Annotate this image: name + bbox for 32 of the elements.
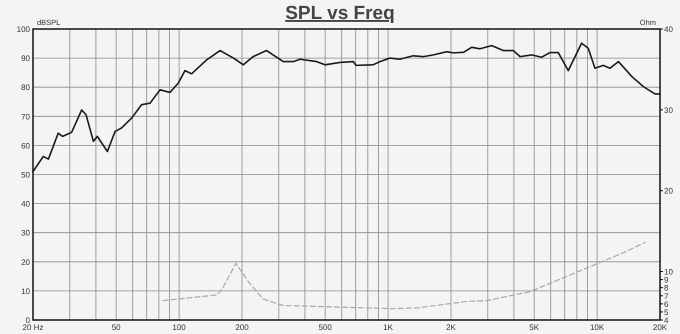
y2-tick-label: 4 — [664, 316, 669, 325]
x-tick-label: 500 — [318, 323, 332, 332]
y-tick-label: 30 — [21, 228, 31, 238]
x-tick-label: 1K — [383, 323, 394, 332]
y2-tick-label: 20 — [664, 186, 674, 196]
x-tick-label: 20 Hz — [22, 323, 44, 332]
x-tick-label: 10K — [590, 323, 605, 332]
x-tick-label: 2K — [446, 323, 457, 332]
x-tick-label: 5K — [529, 323, 540, 332]
y2-tick-label: 5 — [664, 308, 669, 317]
y2-tick-label: 30 — [664, 106, 674, 115]
y2-tick-label: 7 — [664, 292, 669, 301]
x-tick-label: 100 — [172, 323, 186, 332]
x-tick-label: 200 — [235, 323, 250, 332]
y-tick-label: 10 — [21, 286, 31, 296]
y-tick-label: 20 — [21, 258, 31, 267]
y-tick-label: 70 — [21, 112, 31, 122]
y-tick-label: 60 — [21, 141, 31, 150]
y2-tick-label: 8 — [664, 284, 669, 293]
y-tick-label: 0 — [26, 316, 31, 325]
y-tick-label: 40 — [21, 200, 31, 209]
y2-tick-label: 40 — [664, 25, 674, 34]
y2-tick-label: 10 — [664, 268, 674, 276]
y-tick-label: 90 — [21, 54, 31, 64]
chart-title: SPL vs Freq — [285, 3, 395, 24]
y-tick-label: 80 — [21, 83, 31, 92]
y-tick-label: 50 — [21, 170, 31, 180]
y-tick-label: 100 — [16, 25, 31, 34]
y2-tick-label: 6 — [664, 300, 669, 309]
x-tick-label: 20K — [652, 323, 668, 332]
y2-tick-label: 9 — [664, 276, 669, 285]
x-tick-label: 50 — [112, 323, 122, 332]
